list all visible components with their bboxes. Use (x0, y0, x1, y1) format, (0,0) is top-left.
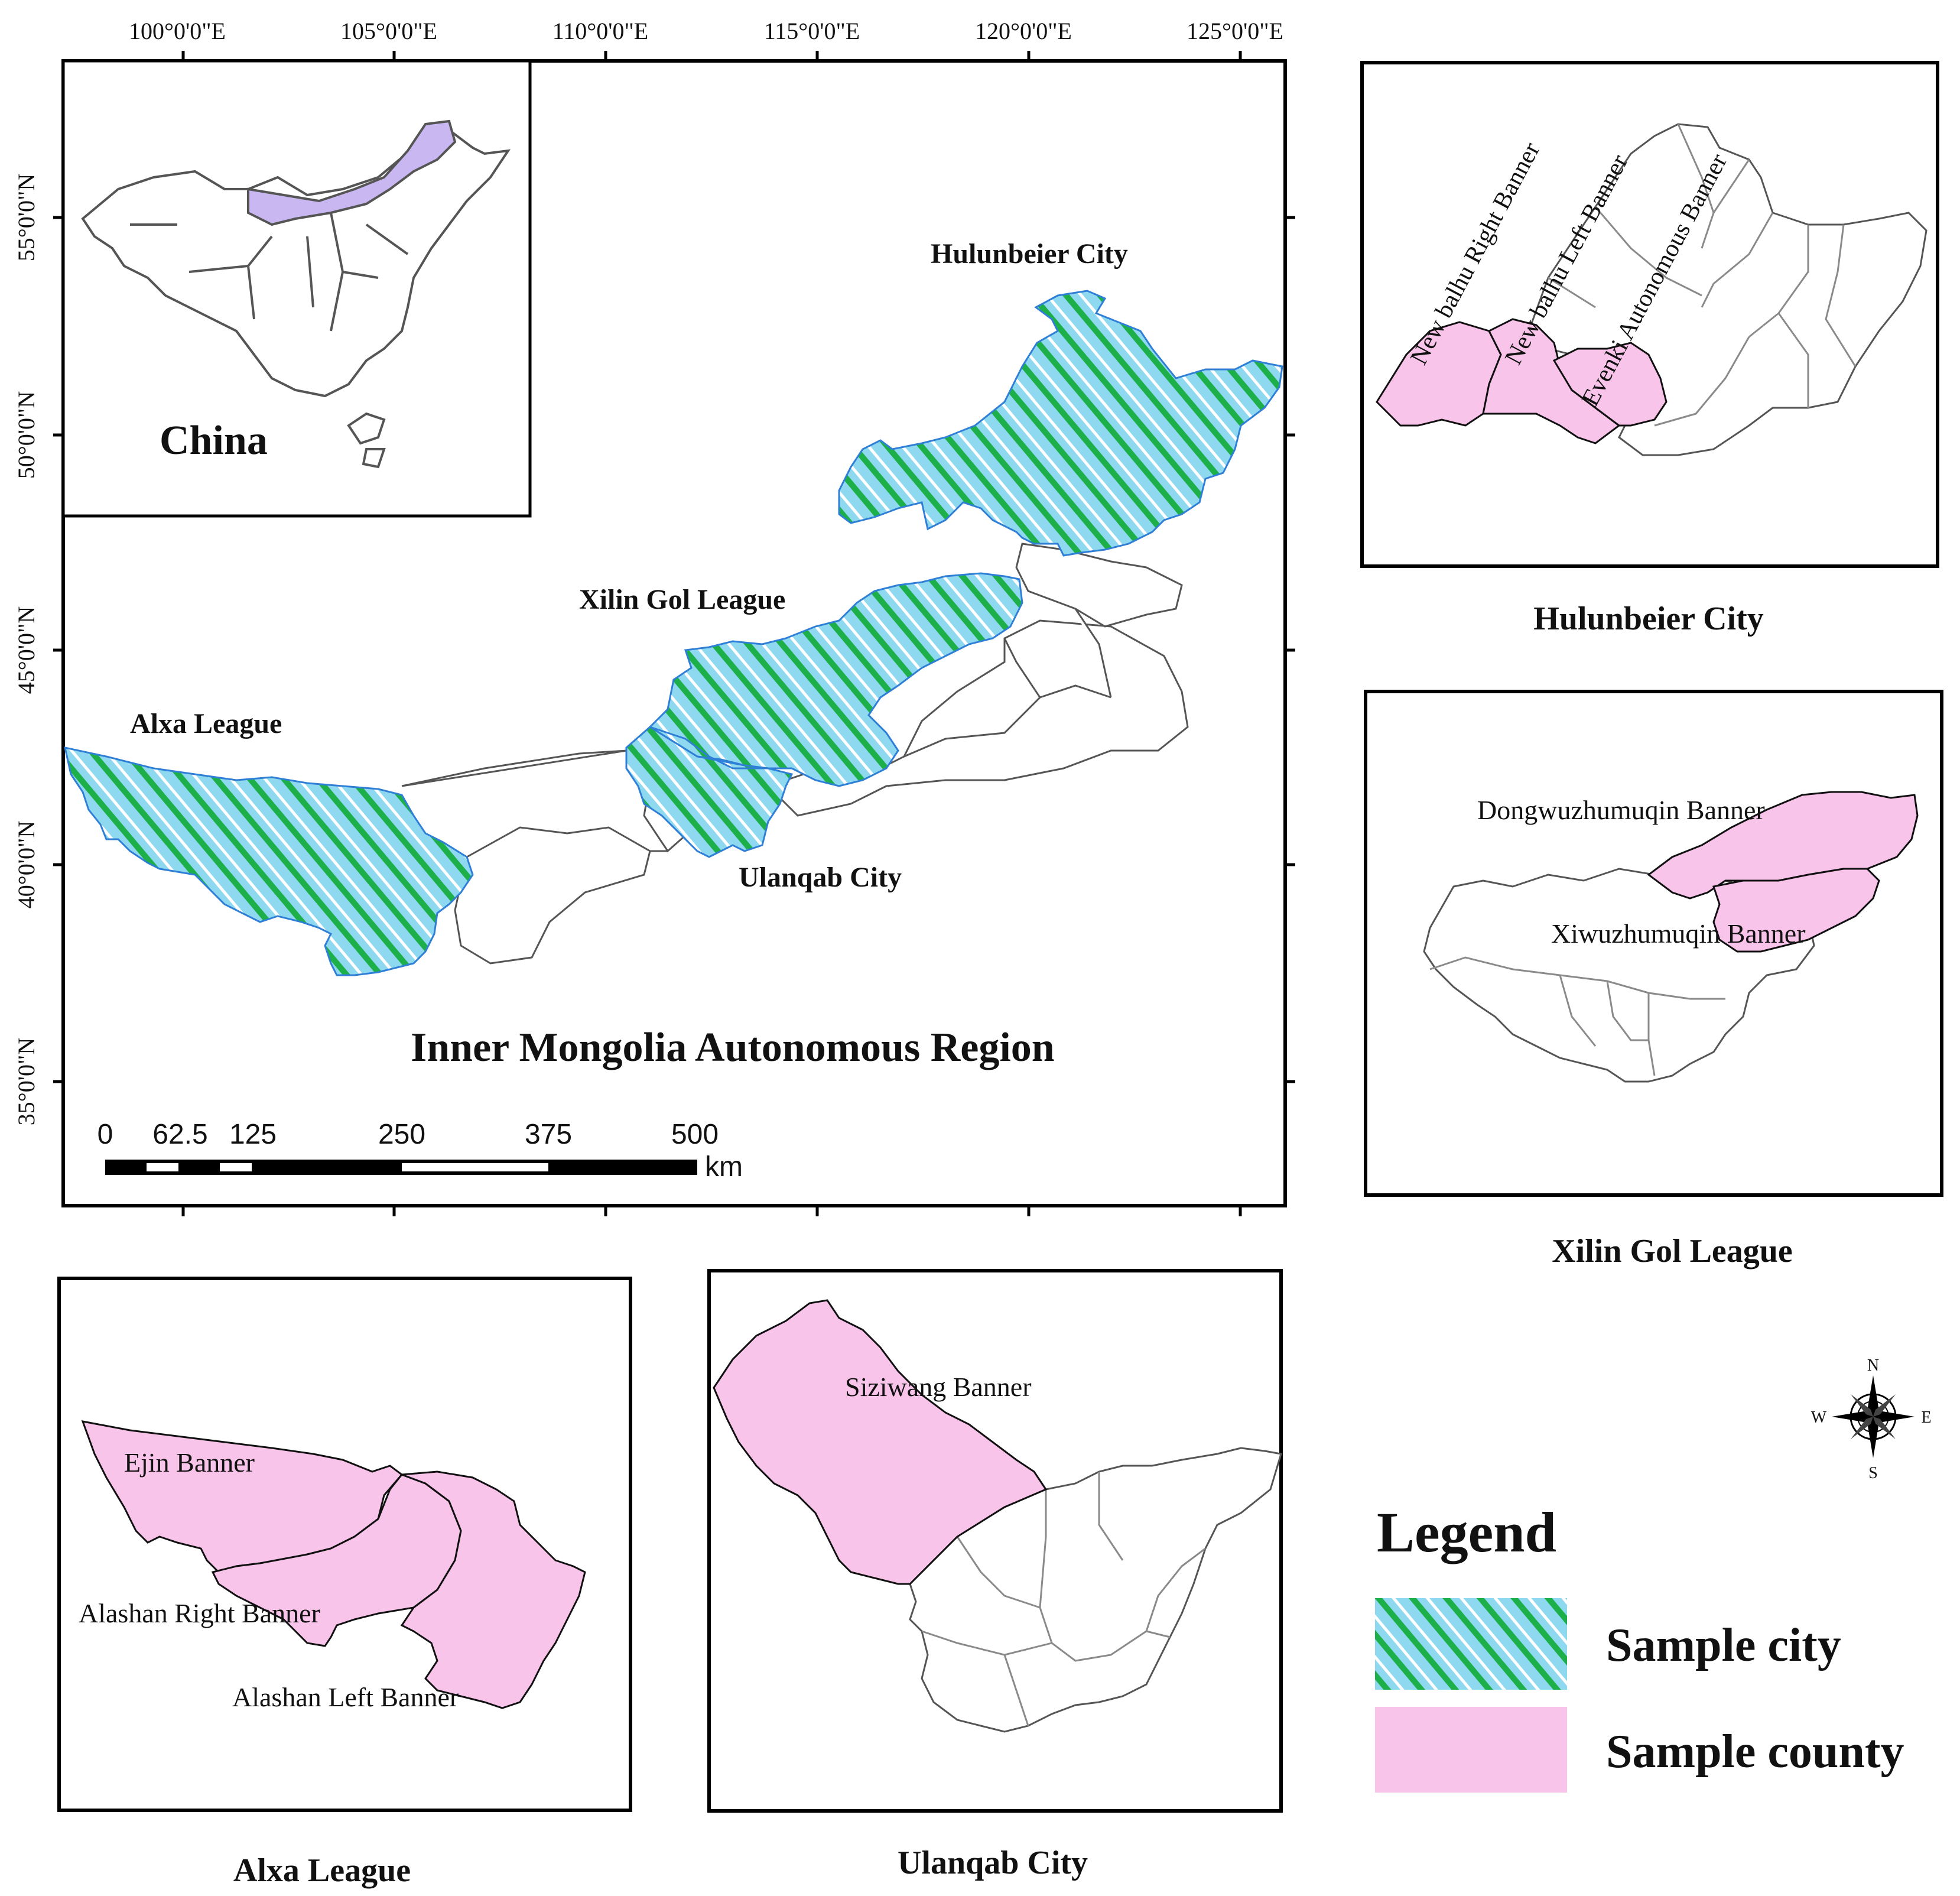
lon-label: 100°0'0"E (129, 18, 226, 44)
inset-frame (57, 1277, 632, 1812)
label-alxa: Alxa League (130, 708, 282, 739)
lat-label: 40°0'0"N (13, 821, 40, 908)
compass-n: N (1867, 1356, 1879, 1375)
legend-label-sample-city: Sample city (1606, 1619, 1841, 1671)
inset-caption: Hulunbeier City (1533, 600, 1763, 637)
lon-label: 105°0'0"E (340, 18, 437, 44)
compass-rose-icon: N S E W (1811, 1356, 1932, 1482)
lat-label: 35°0'0"N (13, 1038, 40, 1125)
compass-s: S (1868, 1464, 1878, 1482)
county-new-balhu-left (1482, 318, 1621, 444)
inset-alxa: Ejin Banner Alashan Right Banner Alashan… (57, 1277, 632, 1889)
region-xilingol (648, 572, 1023, 787)
county-label: Dongwuzhumuqin Banner (1477, 795, 1765, 825)
county-label: Siziwang Banner (845, 1372, 1032, 1402)
region-ulanqab (625, 726, 794, 858)
inset-ulanqab: Siziwang Banner Ulanqab City (707, 1269, 1283, 1881)
scale-unit: km (705, 1151, 743, 1183)
main-map: 100°0'0"E 105°0'0"E 110°0'0"E 115°0'0"E … (13, 18, 1295, 1216)
legend-swatch-sample-county (1375, 1707, 1567, 1793)
county-label: Xiwuzhumuqin Banner (1551, 918, 1806, 949)
scale-label: 500 (671, 1119, 719, 1150)
county-alashan-left (400, 1470, 586, 1709)
inset-caption: Xilin Gol League (1552, 1233, 1793, 1270)
scale-label: 250 (378, 1119, 425, 1150)
china-inset-label: China (160, 418, 268, 463)
scale-bar: 0 62.5 125 250 375 500 km (97, 1119, 743, 1183)
county-label: Ejin Banner (124, 1447, 255, 1478)
lon-tick-marks (181, 51, 1242, 1216)
region-alxa (64, 746, 474, 976)
legend-label-sample-county: Sample county (1606, 1726, 1904, 1778)
inset-caption: Ulanqab City (898, 1845, 1088, 1881)
county-siziwang (713, 1299, 1048, 1585)
inset-frame (1360, 61, 1939, 568)
inset-frame (707, 1269, 1283, 1813)
scale-label: 0 (97, 1119, 113, 1150)
county-evenki (1552, 342, 1668, 427)
inset-caption: Alxa League (233, 1852, 411, 1889)
lat-label: 45°0'0"N (13, 606, 40, 694)
main-map-frame (61, 59, 1287, 1207)
scale-label: 125 (229, 1119, 277, 1150)
map-region-title: Inner Mongolia Autonomous Region (411, 1025, 1055, 1070)
inset-frame (1364, 690, 1943, 1197)
lon-label: 110°0'0"E (552, 18, 648, 44)
legend-title: Legend (1377, 1501, 1556, 1564)
compass-w: W (1811, 1408, 1827, 1427)
county-label: Alashan Left Banner (232, 1682, 459, 1712)
china-inset: China (61, 59, 532, 518)
lon-label: 115°0'0"E (764, 18, 860, 44)
lat-label: 50°0'0"N (13, 391, 40, 479)
label-xilingol: Xilin Gol League (579, 584, 785, 615)
inset-xilingol: Dongwuzhumuqin Banner Xiwuzhumuqin Banne… (1364, 690, 1943, 1270)
label-ulanqab: Ulanqab City (739, 862, 902, 893)
lon-label: 125°0'0"E (1187, 18, 1283, 44)
region-hulunbeier (838, 290, 1283, 557)
scale-label: 375 (525, 1119, 572, 1150)
label-hulunbeier: Hulunbeier City (931, 238, 1128, 270)
legend-swatch-sample-city (1375, 1598, 1567, 1690)
county-xiwuzhumuqin (1712, 868, 1880, 953)
scale-label: 62.5 (152, 1119, 207, 1150)
compass-e: E (1921, 1408, 1931, 1427)
lon-label: 120°0'0"E (975, 18, 1072, 44)
lat-tick-marks (53, 216, 1295, 1083)
inset-hulunbeier: New balhu Right Banner New balhu Left Ba… (1360, 61, 1939, 637)
legend: Legend Sample city Sample county (1375, 1501, 1904, 1793)
lat-label: 55°0'0"N (13, 174, 40, 261)
county-label: Alashan Right Banner (79, 1598, 320, 1628)
